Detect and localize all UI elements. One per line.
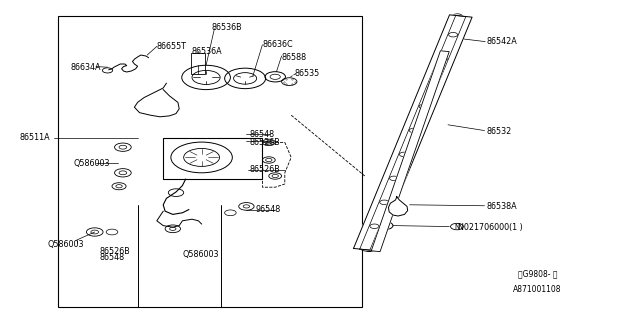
Text: A871001108: A871001108 <box>513 285 562 294</box>
Text: 86535: 86535 <box>294 69 319 78</box>
Text: N021706000(1 ): N021706000(1 ) <box>458 223 522 232</box>
Text: 86526B: 86526B <box>250 165 280 174</box>
Text: 86538A: 86538A <box>486 202 517 211</box>
Text: 86655T: 86655T <box>157 42 187 51</box>
Text: 〈G9808- 〉: 〈G9808- 〉 <box>518 269 557 278</box>
Bar <box>163 138 262 179</box>
Text: 86548: 86548 <box>99 253 124 262</box>
Polygon shape <box>353 15 472 251</box>
Text: 86536B: 86536B <box>211 23 242 32</box>
Polygon shape <box>371 51 449 252</box>
Polygon shape <box>388 197 408 216</box>
Bar <box>58 16 362 307</box>
Text: 86526B: 86526B <box>99 247 130 256</box>
Text: 86542A: 86542A <box>486 37 517 46</box>
Text: 86511A: 86511A <box>19 133 50 142</box>
Text: 86536A: 86536A <box>192 47 223 56</box>
Text: 86526B: 86526B <box>250 138 280 147</box>
Text: 86636C: 86636C <box>262 40 293 49</box>
Text: 86548: 86548 <box>250 130 275 139</box>
Text: 86532: 86532 <box>486 127 511 136</box>
Bar <box>191 53 205 74</box>
Text: 86634A: 86634A <box>70 63 101 72</box>
Text: N: N <box>454 224 460 229</box>
Text: 96548: 96548 <box>256 205 281 214</box>
Text: 86588: 86588 <box>282 53 307 62</box>
Text: Q586003: Q586003 <box>182 250 219 259</box>
Text: Q586003: Q586003 <box>48 240 84 249</box>
Text: Q586003: Q586003 <box>74 159 110 168</box>
